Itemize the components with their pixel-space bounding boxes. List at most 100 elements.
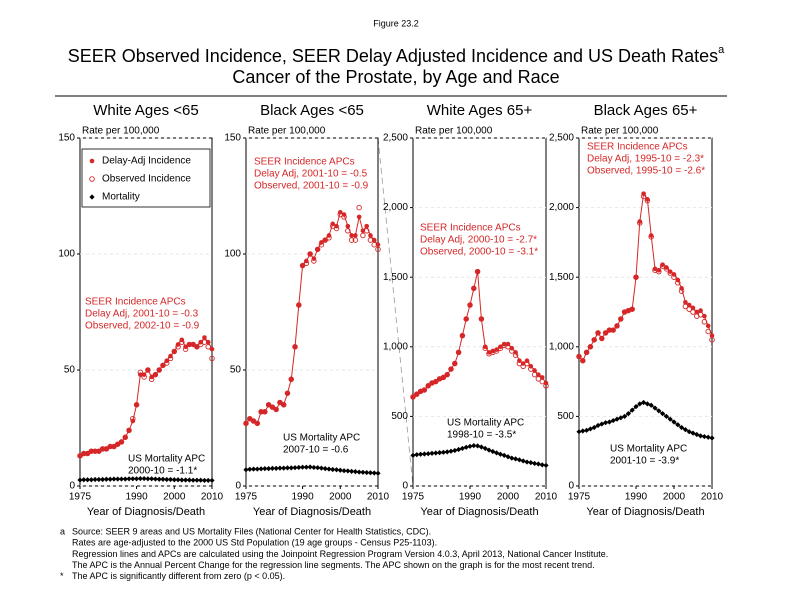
mortality-point bbox=[520, 458, 526, 464]
delay-adj-point bbox=[194, 344, 200, 350]
mortality-point bbox=[425, 451, 431, 457]
mortality-point bbox=[371, 470, 377, 476]
mortality-point bbox=[179, 477, 185, 483]
observed-point bbox=[375, 246, 381, 253]
mortality-point bbox=[528, 460, 534, 466]
observed-point bbox=[421, 387, 428, 393]
delay-adj-point bbox=[414, 391, 420, 397]
x-tick-label: 1990 bbox=[459, 492, 482, 503]
delay-adj-point bbox=[115, 441, 121, 447]
observed-point bbox=[587, 344, 594, 350]
annotation: SEER Incidence APCs bbox=[587, 142, 688, 153]
annotation: Delay Adj, 2001-10 = -0.3 bbox=[85, 309, 199, 320]
x-axis-label: Year of Diagnosis/Death bbox=[87, 506, 205, 518]
mortality-point bbox=[421, 451, 427, 457]
delay-adj-point bbox=[77, 453, 83, 459]
legend-box bbox=[81, 148, 211, 208]
mortality-point bbox=[667, 416, 673, 422]
mortality-point bbox=[410, 452, 416, 458]
mortality-point bbox=[133, 476, 140, 482]
observed-point bbox=[516, 360, 523, 367]
observed-point bbox=[463, 316, 469, 322]
delay-adj-point bbox=[614, 323, 620, 329]
observed-point bbox=[686, 306, 692, 312]
mortality-point bbox=[641, 399, 647, 406]
mortality-point bbox=[205, 477, 211, 484]
y-tick-label: 0 bbox=[568, 481, 574, 492]
mortality-point bbox=[482, 445, 488, 452]
observed-point bbox=[273, 406, 279, 413]
mortality-point bbox=[149, 476, 155, 482]
mortality-point bbox=[679, 424, 685, 431]
y-tick-label: 2,000 bbox=[383, 202, 408, 213]
delay-adj-point bbox=[134, 402, 139, 408]
mortality-point bbox=[452, 447, 458, 454]
delay-adj-point bbox=[119, 439, 124, 445]
delay-adj-point bbox=[501, 341, 507, 347]
observed-point bbox=[675, 280, 681, 286]
y-tick-label: 0 bbox=[69, 481, 75, 492]
observed-point bbox=[452, 360, 458, 367]
annotation: US Mortality APC bbox=[447, 418, 524, 429]
observed-point bbox=[363, 228, 370, 234]
mortality-point bbox=[625, 411, 631, 417]
scale-break bbox=[377, 137, 414, 487]
observed-point bbox=[455, 349, 462, 356]
mortality-point bbox=[622, 413, 628, 419]
figure-subtitle: Cancer of the Prostate, by Age and Race bbox=[232, 67, 559, 87]
mortality-point bbox=[266, 466, 272, 472]
observed-point bbox=[137, 369, 144, 376]
observed-point bbox=[433, 378, 439, 385]
observed-point bbox=[81, 450, 87, 457]
title-note: a bbox=[718, 44, 725, 56]
x-tick-label: 1975 bbox=[568, 492, 591, 503]
delay-adj-point bbox=[444, 372, 450, 377]
observed-point bbox=[209, 355, 215, 362]
figure-label: Figure 23.2 bbox=[373, 18, 419, 28]
observed-point bbox=[678, 288, 685, 294]
mortality-point bbox=[356, 469, 362, 475]
observed-point bbox=[618, 316, 624, 322]
mortality-point bbox=[414, 452, 420, 458]
mortality-point bbox=[118, 476, 125, 482]
delay-adj-point bbox=[364, 223, 369, 229]
delay-adj-point bbox=[187, 342, 192, 347]
observed-point bbox=[656, 268, 662, 275]
observed-point bbox=[133, 402, 140, 408]
mortality-point bbox=[345, 468, 351, 474]
observed-point bbox=[99, 446, 106, 452]
panel-title: White Ages <65 bbox=[93, 102, 198, 119]
delay-adj-point bbox=[595, 330, 601, 336]
observed-point bbox=[410, 394, 416, 400]
mortality-point bbox=[322, 466, 328, 472]
observed-point bbox=[637, 220, 643, 226]
delay-adj-point bbox=[637, 219, 643, 224]
y-tick-label: 150 bbox=[224, 133, 241, 144]
figure-title: SEER Observed Incidence, SEER Delay Adju… bbox=[68, 44, 725, 66]
delay-adj-point bbox=[266, 402, 271, 408]
delay-adj-point bbox=[296, 302, 302, 308]
y-axis-label: Rate per 100,000 bbox=[415, 126, 493, 137]
x-tick-label: 1990 bbox=[625, 492, 648, 503]
mortality-point bbox=[198, 477, 204, 483]
delay-adj-point bbox=[307, 251, 313, 257]
mortality-point bbox=[705, 434, 711, 440]
mortality-point bbox=[77, 477, 83, 483]
observed-point bbox=[148, 376, 155, 383]
delay-adj-point bbox=[652, 266, 658, 272]
observed-point bbox=[141, 374, 147, 380]
delay-adj-point bbox=[153, 372, 158, 377]
y-tick-label: 500 bbox=[391, 411, 408, 422]
mortality-point bbox=[281, 465, 287, 471]
observed-point bbox=[345, 228, 351, 234]
y-tick-label: 100 bbox=[224, 249, 241, 260]
observed-point bbox=[179, 339, 185, 345]
mortality-point bbox=[81, 477, 87, 483]
annotation: Observed, 2001-10 = -0.9 bbox=[254, 181, 369, 192]
observed-point bbox=[493, 348, 500, 354]
delay-adj-point bbox=[536, 372, 541, 377]
delay-adj-point bbox=[270, 404, 275, 410]
observed-point bbox=[467, 302, 473, 308]
mortality-point bbox=[258, 466, 264, 472]
mortality-point bbox=[629, 407, 635, 413]
